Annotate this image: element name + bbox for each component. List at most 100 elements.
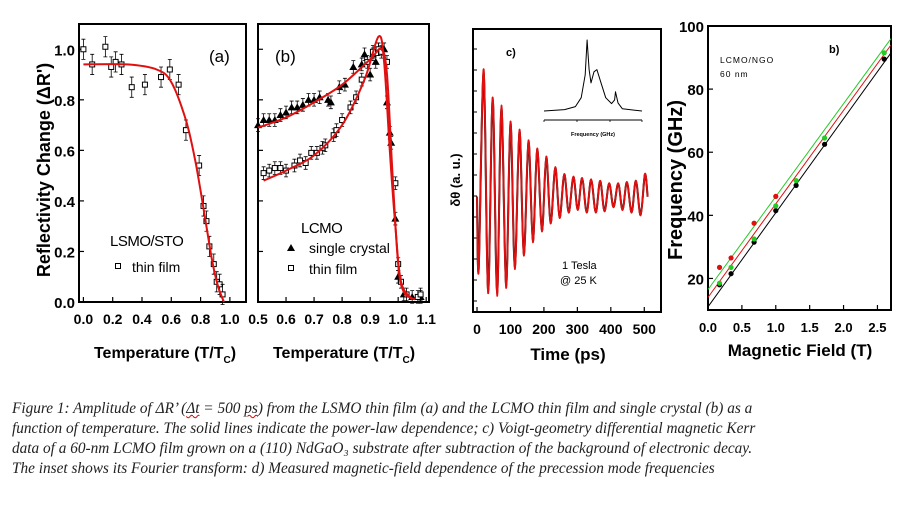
fit-curve-thin-film [263,35,414,301]
data-point-triangle [340,80,349,88]
data-point-square [308,149,315,156]
data-point-square [417,291,424,298]
panel-b-frame [257,23,430,303]
x-tick-label: 1.5 [801,320,819,335]
data-point-triangle [276,110,285,118]
data-point-triangle [282,108,291,116]
data-point-square [141,81,148,88]
x-axis-label: Magnetic Field (T) [728,341,873,360]
y-axis-label: Reflectivity Change (ΔR') [34,63,54,277]
x-tick-label: 0 [473,321,481,337]
x-tick-label: 0.9 [360,311,380,327]
data-point-triangle [298,100,307,108]
data-point-triangle [326,98,335,106]
linear-fit-line [707,44,892,298]
field-annotation: 1 Tesla [562,260,598,272]
data-point-dot [881,56,887,62]
y-tick-label: 0.8 [54,93,75,110]
caption-text: = 500 [199,400,245,417]
y-tick-label: 40 [687,208,704,225]
x-tick-label: 200 [532,321,556,337]
data-point-dot [728,271,734,277]
x-tick-label: 100 [499,321,523,337]
x-tick-label: 0.8 [191,311,211,327]
x-tick-label: 1.0 [388,311,408,327]
data-point-dot [773,208,779,214]
x-tick-label: 0.0 [74,311,94,327]
x-axis-label-subscript: C [223,355,230,366]
y-tick-label: 20 [687,271,704,288]
panel-a-frame [78,23,247,303]
data-point-square [108,63,115,70]
y-tick-label: 1.0 [54,42,75,59]
x-tick-label: 0.6 [276,311,296,327]
data-point-triangle [366,70,375,78]
data-point-triangle [265,116,274,124]
data-point-triangle [287,244,295,251]
data-point-dot [773,203,779,209]
data-point-square [158,74,165,81]
caption-ps: ps [244,400,258,417]
data-point-triangle [349,62,358,70]
sample-annotation: LCMO [301,220,342,237]
figure-panels: 0.0 0.2 0.4 0.6 0.8 1.0 0.0 0.2 0.4 0.6 0.8 1.0 (a) L… [34,19,892,366]
caption-line-3: data of a 60-nm LCMO film grown on a (11… [12,440,753,457]
x-tick-label: 0.4 [132,311,152,327]
x-tick-label: 0.8 [332,311,352,327]
panel-c-frame [472,28,662,313]
y-tick-label: 0.6 [54,143,75,160]
thickness-annotation: 60 nm [720,69,749,79]
y-axis-label: Frequency (GHz) [665,100,687,260]
x-axis-label-main: Temperature (T/T [273,345,403,362]
data-point-square [128,84,135,91]
sample-annotation: LCMO/NGO [720,55,774,65]
x-tick-label: 2.0 [835,320,853,335]
panel-label: (b) [275,47,296,66]
data-point-dot [728,255,734,261]
y-tick-label: 100 [679,19,704,36]
data-point-triangle [371,57,380,65]
x-tick-label: 1.1 [416,311,436,327]
x-tick-label: 2.5 [868,320,886,335]
x-axis-label: Temperature (T/TC) [273,345,415,366]
data-point-square [288,265,294,271]
x-axis-label-end: ) [410,345,415,362]
data-point-square [102,43,109,50]
caption-line-1: Figure 1: Amplitude of ΔR’ (Δt = 500 ps)… [12,399,907,419]
panel-d-frame [707,25,892,311]
y-tick-label: 0.0 [54,295,75,312]
panel-label: (a) [209,47,230,66]
panel-label: b) [829,44,840,56]
x-tick-label: 300 [566,321,590,337]
y-tick-label: 0.4 [54,194,76,211]
data-point-triangle [304,95,313,103]
caption-text: ) from the LSMO thin film (a) and the LC… [257,400,753,417]
data-point-square [277,165,284,172]
figure-caption: Figure 1: Amplitude of ΔR’ (Δt = 500 ps)… [12,399,907,479]
legend-label: single crystal [309,240,390,256]
x-tick-label: 0.5 [248,311,268,327]
x-tick-label: 0.7 [304,311,324,327]
data-point-dot [881,50,887,56]
data-point-dot [751,236,757,242]
linear-fit-line [707,38,892,290]
caption-line-2: function of temperature. The solid lines… [12,420,756,437]
data-point-dot [793,182,799,188]
panel-label: c) [506,47,516,59]
data-point-square [80,46,87,53]
data-point-square [271,165,278,172]
data-point-square [166,66,173,73]
data-point-dot [751,220,757,226]
x-axis-label: Time (ps) [530,345,605,364]
data-point-dot [728,264,734,270]
data-point-dot [821,141,828,147]
sample-annotation: LSMO/STO [110,233,183,250]
y-tick-label: 0.2 [54,244,75,261]
data-point-square [266,167,273,174]
temperature-annotation: @ 25 K [560,275,598,287]
data-point-triangle [259,116,268,124]
x-axis-label-subscript: C [402,355,409,366]
data-point-square [175,81,182,88]
x-axis-label: Temperature (T/TC) [94,345,236,366]
data-point-triangle [287,103,296,111]
